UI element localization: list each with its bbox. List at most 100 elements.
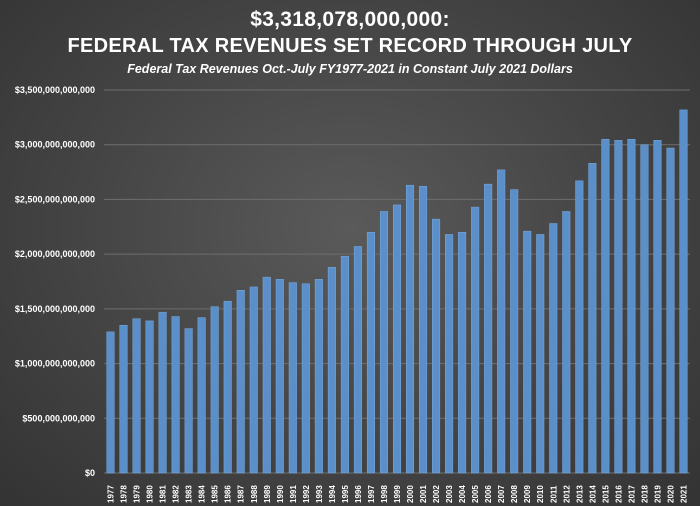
x-tick-label: 1991 <box>289 485 298 503</box>
x-tick-label: 2015 <box>601 485 610 503</box>
x-tick-label: 1990 <box>276 485 285 503</box>
x-tick-label: 2019 <box>653 485 662 503</box>
bar-2007 <box>497 169 506 474</box>
bar-2011 <box>549 223 558 474</box>
y-tick-label: $2,500,000,000,000 <box>15 194 95 204</box>
bar-2020 <box>666 147 675 474</box>
bar-2001 <box>419 186 428 474</box>
bar-2005 <box>471 206 480 474</box>
bar-1990 <box>275 279 284 474</box>
x-tick-label: 2001 <box>419 485 428 503</box>
x-tick-label: 1986 <box>224 485 233 503</box>
bar-2012 <box>562 211 571 474</box>
chart-title: FEDERAL TAX REVENUES SET RECORD THROUGH … <box>67 35 633 57</box>
x-tick-label: 2005 <box>471 485 480 503</box>
y-tick-label: $3,000,000,000,000 <box>15 140 95 150</box>
bar-1999 <box>392 204 402 474</box>
x-tick-label: 1992 <box>302 485 311 503</box>
bar-2016 <box>614 140 623 474</box>
x-tick-label: 1981 <box>159 485 168 503</box>
bar-1991 <box>288 282 297 474</box>
x-tick-label: 1979 <box>133 485 142 503</box>
y-tick-label: $0 <box>85 468 95 478</box>
bar-1987 <box>236 290 245 474</box>
bar-2003 <box>445 234 454 474</box>
x-tick-label: 1988 <box>250 485 259 503</box>
y-tick-label: $3,500,000,000,000 <box>15 85 95 95</box>
bar-1996 <box>353 246 362 474</box>
bar-1993 <box>314 279 323 474</box>
bar-1980 <box>145 320 154 474</box>
bar-2006 <box>484 183 493 474</box>
x-tick-label: 2018 <box>640 485 649 503</box>
y-axis: $0 $500,000,000,000 $1,000,000,000,000 $1,5… <box>15 85 95 478</box>
x-tick-label: 2007 <box>497 485 506 503</box>
y-tick-label: $2,000,000,000,000 <box>15 249 95 259</box>
x-tick-label: 1987 <box>237 485 246 503</box>
x-tick-label: 1993 <box>315 485 324 503</box>
x-tick-label: 2013 <box>575 485 584 503</box>
chart-title-amount: $3,318,078,000,000: <box>250 8 450 31</box>
bar-2010 <box>536 234 545 474</box>
bar-2021 <box>679 109 688 474</box>
bar-2014 <box>588 163 597 474</box>
x-tick-label: 2002 <box>432 485 441 503</box>
x-tick-label: 1985 <box>211 485 220 503</box>
bar-1978 <box>119 325 128 474</box>
x-tick-label: 2010 <box>536 485 545 503</box>
bar-2008 <box>510 189 519 474</box>
x-tick-label: 2016 <box>614 485 623 503</box>
bar-1994 <box>327 267 336 474</box>
x-tick-label: 1984 <box>198 485 207 503</box>
bar-1988 <box>249 286 258 474</box>
x-tick-label: 1998 <box>380 485 389 503</box>
x-tick-label: 2006 <box>484 485 493 503</box>
x-tick-label: 2017 <box>627 485 636 503</box>
bar-1979 <box>132 318 141 474</box>
y-tick-label: $1,000,000,000,000 <box>15 359 95 369</box>
bar-2009 <box>523 230 532 474</box>
bar-2015 <box>601 138 610 474</box>
bar-2017 <box>627 138 636 474</box>
bar-1977 <box>106 331 115 474</box>
x-tick-label: 1980 <box>146 485 155 503</box>
bar-1982 <box>171 316 180 474</box>
x-tick-label: 1999 <box>393 485 402 503</box>
bars <box>106 109 688 474</box>
x-tick-label: 2020 <box>666 485 675 503</box>
x-tick-label: 2011 <box>549 485 558 503</box>
chart-subtitle: Federal Tax Revenues Oct.-July FY1977-20… <box>127 62 573 76</box>
bar-1998 <box>379 211 389 474</box>
x-axis: 1977 1978 1979 1980 1981 1982 1983 1984 1985 1986… <box>107 485 689 503</box>
x-tick-label: 1982 <box>172 485 181 503</box>
bar-2019 <box>653 140 662 474</box>
y-tick-label: $500,000,000,000 <box>22 413 95 423</box>
bar-1989 <box>262 276 271 474</box>
x-tick-label: 1983 <box>185 485 194 503</box>
x-tick-label: 2009 <box>523 485 532 503</box>
x-tick-label: 1997 <box>367 485 376 503</box>
bar-2004 <box>458 232 467 474</box>
bar-1983 <box>184 328 193 474</box>
bar-1992 <box>301 283 310 474</box>
x-tick-label: 1977 <box>107 485 116 503</box>
bar-2013 <box>575 180 584 474</box>
bar-1997 <box>366 232 375 474</box>
x-tick-label: 1989 <box>263 485 272 503</box>
x-tick-label: 1994 <box>328 485 337 503</box>
x-tick-label: 1995 <box>341 485 350 503</box>
x-tick-label: 2000 <box>406 485 415 503</box>
bar-1984 <box>197 317 206 474</box>
bar-1995 <box>340 256 349 474</box>
x-tick-label: 2021 <box>679 485 688 503</box>
title-block: $3,318,078,000,000: FEDERAL TAX REVENUES… <box>0 6 700 78</box>
bar-1986 <box>223 300 232 474</box>
bar-2018 <box>640 144 649 474</box>
bar-2000 <box>405 184 415 474</box>
bar-1985 <box>210 306 219 474</box>
x-tick-label: 2004 <box>458 485 467 503</box>
bar-2002 <box>432 218 441 474</box>
x-tick-label: 1996 <box>354 485 363 503</box>
x-tick-label: 2008 <box>510 485 519 503</box>
